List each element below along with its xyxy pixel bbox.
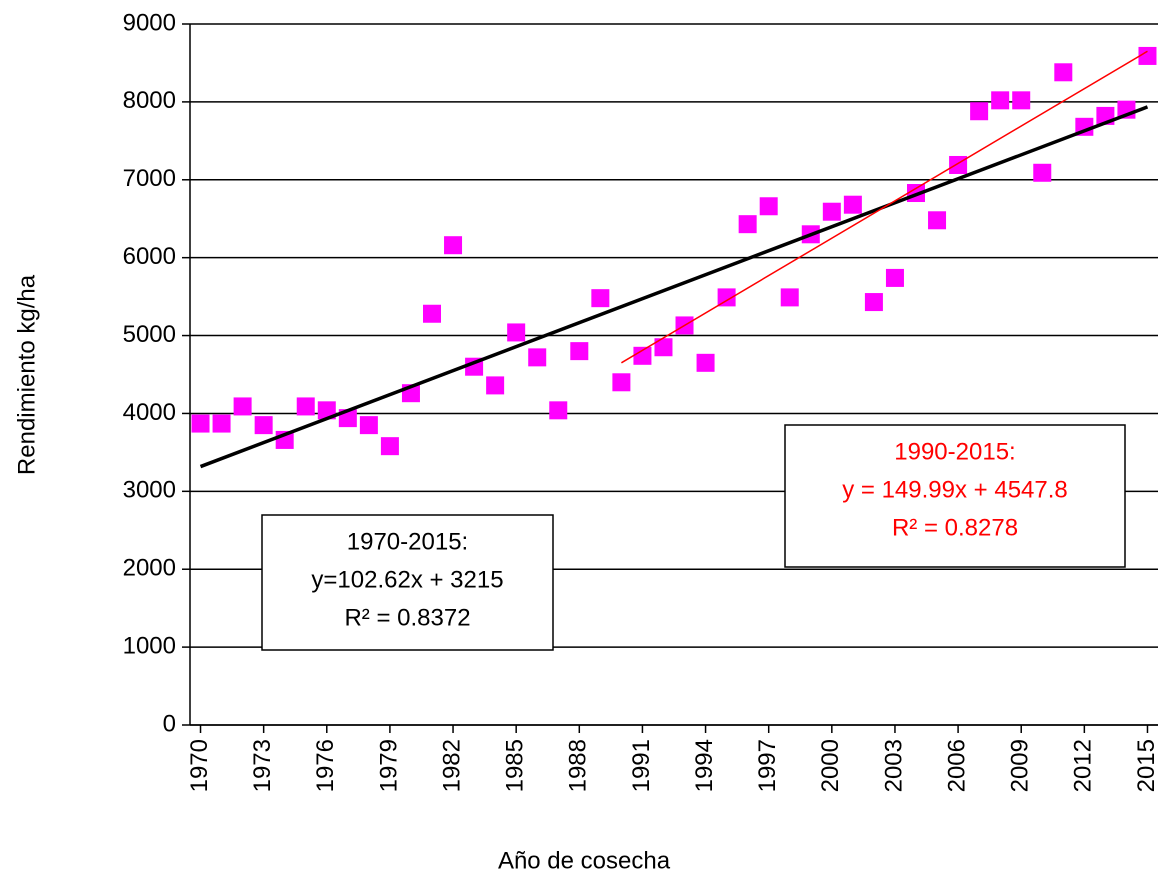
marker: [486, 376, 505, 395]
annotation-text: R² = 0.8372: [344, 604, 470, 631]
trend-line: [199, 105, 1149, 469]
marker: [864, 293, 883, 312]
marker: [633, 346, 652, 365]
marker: [1012, 91, 1031, 110]
marker: [570, 342, 589, 361]
marker: [780, 288, 799, 307]
y-tick-label: 5000: [123, 321, 176, 348]
x-tick-label: 1997: [754, 739, 781, 792]
y-tick-label: 7000: [123, 165, 176, 192]
x-tick-label: 1976: [312, 739, 339, 792]
marker: [1054, 63, 1073, 82]
marker: [970, 102, 989, 121]
x-tick-label: 1985: [502, 739, 529, 792]
marker: [885, 268, 904, 287]
marker: [991, 91, 1010, 110]
annotation-text: 1970-2015:: [347, 528, 468, 555]
marker: [654, 338, 673, 357]
annotation-text: 1990-2015:: [894, 438, 1015, 465]
marker: [233, 397, 252, 416]
y-tick-label: 9000: [123, 9, 176, 36]
marker: [191, 414, 210, 433]
x-tick-label: 2000: [817, 739, 844, 792]
annotation-box: [784, 424, 1126, 568]
marker: [843, 195, 862, 214]
trend-line: [621, 50, 1148, 364]
marker: [1138, 46, 1157, 65]
marker: [591, 289, 610, 308]
y-tick-label: 3000: [123, 477, 176, 504]
marker: [254, 416, 273, 435]
y-tick-label: 1000: [123, 632, 176, 659]
marker: [928, 211, 947, 230]
x-tick-label: 1979: [375, 739, 402, 792]
marker: [359, 416, 378, 435]
y-tick-label: 6000: [123, 243, 176, 270]
marker: [949, 155, 968, 174]
marker: [549, 401, 568, 420]
x-tick-label: 2003: [880, 739, 907, 792]
x-tick-label: 1988: [565, 739, 592, 792]
y-tick-label: 8000: [123, 87, 176, 114]
marker: [738, 215, 757, 234]
marker: [296, 397, 315, 416]
marker: [380, 437, 399, 456]
annotation-text: R² = 0.8278: [892, 514, 1018, 541]
marker: [423, 304, 441, 323]
annotation-box: [261, 514, 554, 651]
y-axis-label: Rendimiento kg/ha: [13, 274, 40, 475]
x-tick-label: 2012: [1070, 739, 1097, 792]
marker: [1033, 163, 1052, 182]
marker: [528, 348, 547, 367]
marker: [759, 197, 778, 216]
x-tick-label: 1982: [438, 739, 465, 792]
x-axis-label: Año de cosecha: [498, 847, 671, 874]
x-tick-label: 1994: [691, 739, 718, 792]
y-tick-label: 4000: [123, 399, 176, 426]
x-tick-label: 1973: [249, 739, 276, 792]
marker: [212, 414, 231, 433]
x-tick-label: 2015: [1133, 739, 1160, 792]
x-tick-label: 1991: [628, 739, 655, 792]
marker: [507, 323, 526, 342]
marker: [696, 353, 715, 372]
annotation-text: y = 149.99x + 4547.8: [842, 476, 1068, 503]
marker: [822, 202, 841, 221]
x-tick-label: 1970: [186, 739, 213, 792]
marker: [444, 236, 463, 255]
annotation-text: y=102.62x + 3215: [311, 566, 503, 593]
y-tick-label: 2000: [123, 555, 176, 582]
x-tick-label: 2009: [1007, 739, 1034, 792]
marker: [317, 401, 336, 420]
marker: [612, 373, 631, 392]
marker: [717, 288, 736, 307]
y-tick-label: 0: [163, 710, 176, 737]
x-tick-label: 2006: [943, 739, 970, 792]
